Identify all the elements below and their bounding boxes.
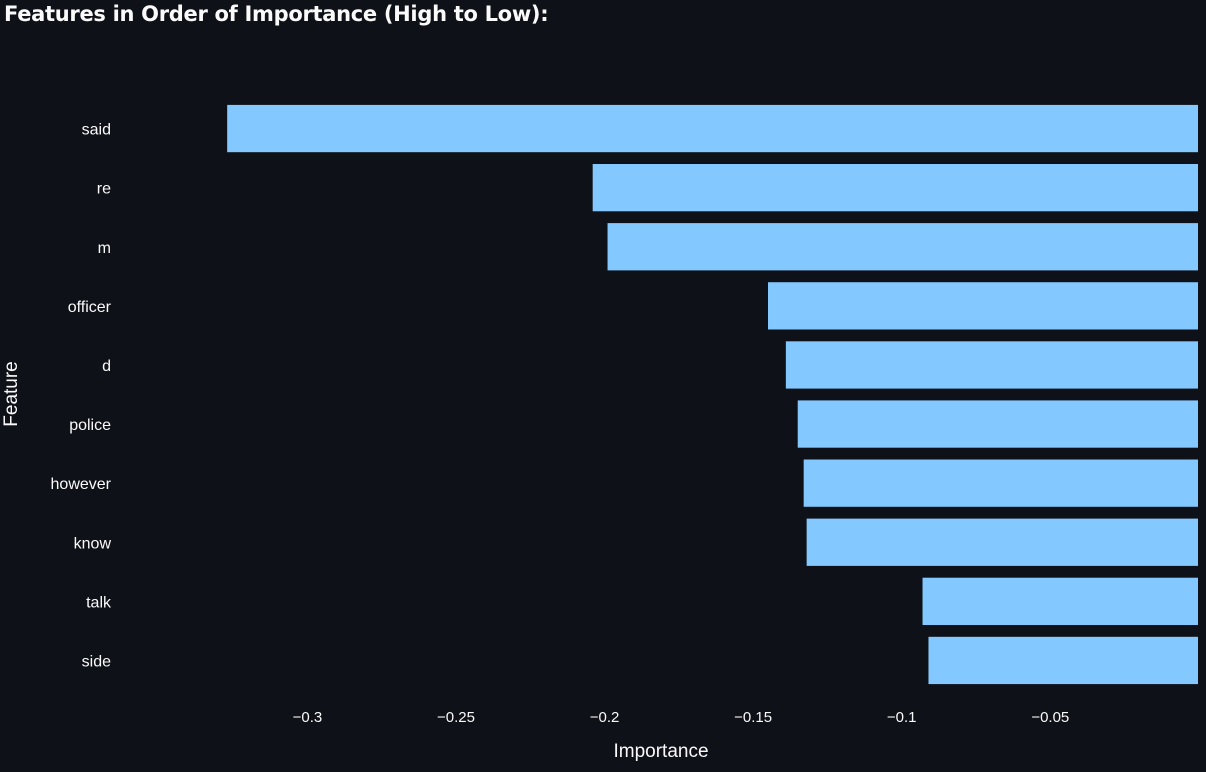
x-tick-label: −0.1 (887, 709, 917, 726)
bar-m[interactable] (607, 223, 1198, 271)
y-tick-labels: said re m officer d police however know talk side (51, 122, 112, 671)
bar-said[interactable] (227, 104, 1198, 153)
x-tick-label: −0.25 (437, 709, 475, 726)
y-tick-label: however (51, 476, 112, 493)
y-tick-label: police (69, 417, 111, 434)
x-axis-label: Importance (613, 741, 708, 762)
bar-d[interactable] (785, 341, 1198, 389)
bar-officer[interactable] (768, 282, 1198, 330)
x-tick-labels: −0.3 −0.25 −0.2 −0.15 −0.1 −0.05 (293, 709, 1070, 726)
y-tick-label: side (82, 653, 111, 670)
y-tick-label: talk (86, 594, 112, 611)
bars-group (227, 104, 1198, 685)
y-tick-label: d (102, 358, 111, 375)
x-tick-label: −0.15 (734, 709, 772, 726)
y-axis-label: Feature (1, 361, 22, 426)
y-tick-label: know (74, 535, 112, 552)
bar-however[interactable] (803, 459, 1198, 507)
x-tick-label: −0.3 (293, 709, 323, 726)
x-tick-label: −0.05 (1031, 709, 1069, 726)
bar-talk[interactable] (922, 577, 1198, 625)
bar-re[interactable] (592, 164, 1198, 212)
y-tick-label: re (97, 181, 111, 198)
bar-know[interactable] (806, 518, 1198, 566)
x-tick-label: −0.2 (590, 709, 620, 726)
page-title: Features in Order of Importance (High to… (4, 2, 549, 26)
bar-side[interactable] (928, 636, 1198, 685)
y-tick-label: m (98, 240, 111, 257)
y-tick-label: officer (68, 299, 112, 316)
bar-police[interactable] (797, 400, 1198, 448)
y-tick-label: said (82, 122, 111, 139)
